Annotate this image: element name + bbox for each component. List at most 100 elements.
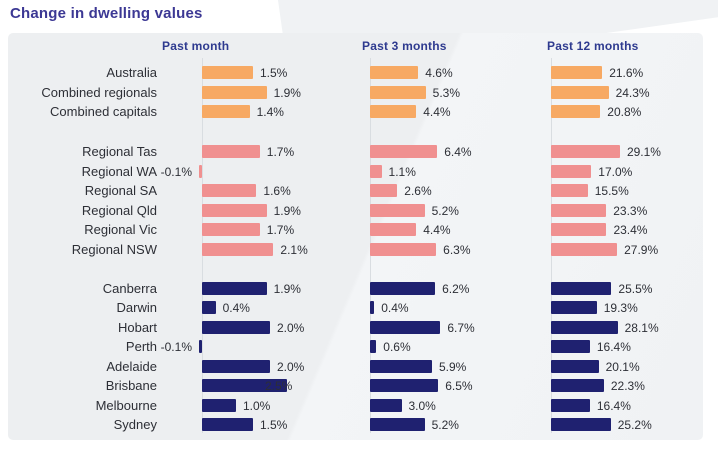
value-label-australia-col3: 21.6%: [609, 66, 644, 81]
bar-regional-qld-col2: [370, 203, 425, 217]
bar-regional-vic-col2: [370, 223, 417, 236]
bar-perth-col3: [551, 340, 590, 353]
value-label-regional-qld-col3: 23.3%: [613, 203, 648, 218]
row-label-darwin: Darwin: [116, 300, 157, 315]
value-label-darwin-col2: 0.4%: [381, 301, 409, 315]
row-label-regional-qld: Regional Qld: [81, 202, 157, 218]
bar-combined-capitals-col1: [202, 105, 250, 119]
value-label-hobart-col3: 28.1%: [624, 320, 659, 335]
value-label-melbourne-col2: 3.0%: [408, 398, 436, 413]
value-label-regional-qld-col1: 1.9%: [273, 203, 301, 218]
chart-row-brisbane: Brisbane 2.5% 6.5% 22.3%: [0, 376, 718, 396]
bar-australia-col2: [370, 66, 419, 80]
row-label-regional-tas: Regional Tas: [82, 144, 157, 159]
chart-row-adelaide: Adelaide 2.0% 5.9% 20.1%: [0, 357, 718, 377]
value-label-adelaide-col2: 5.9%: [438, 359, 467, 374]
row-label-regional-wa: Regional WA: [81, 163, 157, 179]
bar-hobart-col3: [551, 320, 618, 334]
bar-combined-regionals-col3: [551, 85, 609, 99]
bar-regional-vic-col3: [551, 223, 607, 236]
bar-brisbane-col2: [370, 379, 439, 392]
value-label-regional-nsw-col2: 6.3%: [443, 242, 471, 257]
value-label-perth-col3: 16.4%: [596, 340, 631, 354]
chart-row-melbourne: Melbourne 1.0% 3.0% 16.4%: [0, 396, 718, 416]
bar-regional-sa-col2: [370, 184, 398, 197]
value-label-adelaide-col1: 2.0%: [277, 359, 305, 374]
value-label-sydney-col1: 1.5%: [260, 418, 288, 432]
value-label-regional-wa-col3: 17.0%: [598, 164, 633, 179]
value-label-regional-sa-col2: 2.6%: [404, 184, 432, 198]
chart-row-hobart: Hobart 2.0% 6.7% 28.1%: [0, 318, 718, 338]
value-label-darwin-col3: 19.3%: [603, 301, 638, 315]
column-header-past-12-months: Past 12 months: [547, 39, 639, 53]
value-label-canberra-col3: 25.5%: [618, 281, 653, 296]
bar-perth-col1: [198, 340, 202, 353]
chart-row-regional-qld: Regional Qld 1.9% 5.2% 23.3%: [0, 201, 718, 221]
value-label-hobart-col2: 6.7%: [447, 320, 475, 335]
bar-melbourne-col1: [202, 398, 236, 412]
bar-hobart-col1: [202, 320, 270, 334]
value-label-regional-nsw-col1: 2.1%: [280, 242, 308, 257]
bar-sydney-col1: [202, 418, 253, 431]
column-header-past-month: Past month: [162, 39, 230, 53]
chart-row-australia: Australia 1.5% 4.6% 21.6%: [0, 63, 718, 83]
row-label-hobart: Hobart: [117, 319, 157, 335]
chart-row-combined-regionals: Combined regionals 1.9% 5.3% 24.3%: [0, 83, 718, 103]
bar-regional-qld-col1: [202, 203, 267, 217]
bar-regional-nsw-col2: [370, 242, 437, 256]
value-label-combined-capitals-col3: 20.8%: [607, 105, 642, 120]
bar-brisbane-col3: [551, 379, 604, 392]
bar-canberra-col1: [202, 281, 267, 295]
row-label-perth: Perth: [125, 339, 157, 354]
value-label-brisbane-col2: 6.5%: [445, 379, 473, 393]
value-label-regional-tas-col3: 29.1%: [626, 145, 661, 159]
bar-brisbane-col1: [202, 379, 287, 392]
row-label-melbourne: Melbourne: [95, 397, 157, 413]
row-label-adelaide: Adelaide: [106, 358, 157, 374]
bar-regional-wa-col1: [198, 164, 202, 178]
value-label-regional-wa-col2: 1.1%: [388, 164, 416, 179]
value-label-regional-qld-col2: 5.2%: [431, 203, 459, 218]
value-label-perth-col2: 0.6%: [383, 340, 411, 354]
chart-row-regional-vic: Regional Vic 1.7% 4.4% 23.4%: [0, 220, 718, 240]
bar-regional-sa-col1: [202, 184, 257, 197]
bar-australia-col3: [551, 66, 603, 80]
value-label-regional-wa-col1: -0.1%: [160, 164, 192, 179]
chart-row-darwin: Darwin 0.4% 0.4% 19.3%: [0, 298, 718, 318]
value-label-perth-col1: -0.1%: [160, 340, 192, 354]
value-label-sydney-col3: 25.2%: [617, 418, 652, 432]
bar-melbourne-col2: [370, 398, 402, 412]
bar-adelaide-col3: [551, 359, 599, 373]
bar-regional-wa-col2: [370, 164, 382, 178]
row-label-canberra: Canberra: [102, 280, 157, 296]
bar-sydney-col3: [551, 418, 611, 431]
chart-row-regional-wa: Regional WA -0.1% 1.1% 17.0%: [0, 162, 718, 182]
row-label-australia: Australia: [106, 65, 157, 81]
value-label-combined-capitals-col2: 4.4%: [423, 105, 451, 120]
bar-regional-tas-col1: [202, 145, 260, 158]
chart-row-perth: Perth -0.1% 0.6% 16.4%: [0, 337, 718, 357]
value-label-combined-capitals-col1: 1.4%: [256, 105, 284, 120]
value-label-combined-regionals-col3: 24.3%: [615, 85, 650, 100]
value-label-combined-regionals-col1: 1.9%: [273, 85, 301, 100]
bar-darwin-col1: [202, 301, 216, 314]
value-label-regional-vic-col1: 1.7%: [266, 223, 295, 237]
bar-perth-col2: [370, 340, 377, 353]
value-label-adelaide-col3: 20.1%: [605, 359, 640, 374]
bar-darwin-col3: [551, 301, 597, 314]
row-label-regional-nsw: Regional NSW: [71, 241, 157, 257]
value-label-combined-regionals-col2: 5.3%: [432, 85, 460, 100]
bar-hobart-col2: [370, 320, 441, 334]
bar-regional-qld-col3: [551, 203, 607, 217]
value-label-australia-col2: 4.6%: [425, 66, 453, 81]
column-header-past-3-months: Past 3 months: [362, 39, 447, 53]
value-label-regional-sa-col3: 15.5%: [594, 184, 629, 198]
row-label-regional-vic: Regional Vic: [84, 222, 157, 237]
bar-canberra-col3: [551, 281, 612, 295]
value-label-regional-sa-col1: 1.6%: [263, 184, 291, 198]
row-label-regional-sa: Regional SA: [84, 183, 157, 198]
bar-combined-capitals-col2: [370, 105, 417, 119]
bar-regional-tas-col3: [551, 145, 620, 158]
chart-row-sydney: Sydney 1.5% 5.2% 25.2%: [0, 415, 718, 435]
